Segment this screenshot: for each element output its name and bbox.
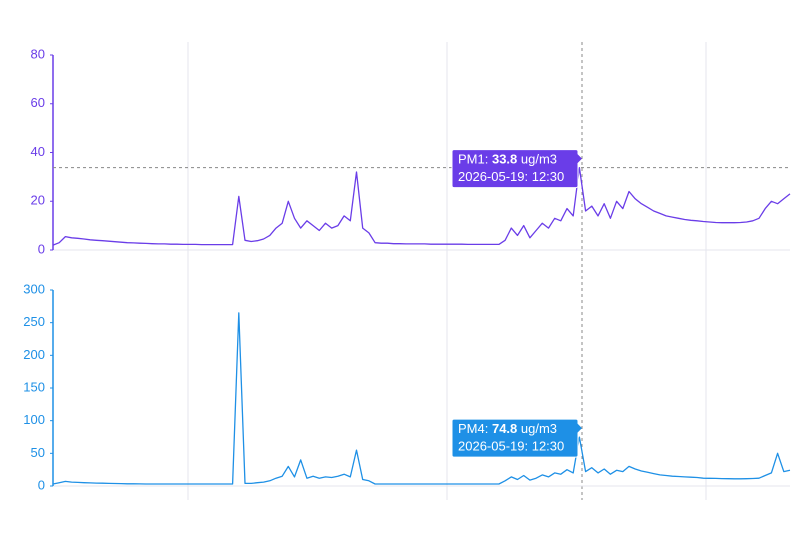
y-tick-label: 60 [31,95,45,110]
tooltip-value: PM4: 74.8 ug/m3 [458,422,557,437]
y-tick-label: 50 [31,445,45,460]
tooltip-pointer [577,153,582,164]
y-tick-label: 20 [31,193,45,208]
tooltip-label: PM4: [458,422,488,437]
y-tick-label: 0 [38,477,45,492]
y-tick-label: 250 [23,314,45,329]
tooltip-time: 2026-05-19: 12:30 [458,169,564,184]
data-line [52,312,791,485]
y-tick-label: 100 [23,412,45,427]
tooltip-box [451,418,579,458]
tooltip-unit: ug/m3 [521,422,557,437]
tooltip-time: 2026-05-19: 12:30 [458,439,564,454]
tooltip-number: 74.8 [492,422,517,437]
tooltip-pointer [577,423,582,434]
tooltip-label: PM1: [458,152,488,167]
tooltip-box [451,149,579,189]
data-line [52,166,791,246]
tooltip-unit: ug/m3 [521,152,557,167]
tooltip-number: 33.8 [492,152,517,167]
tooltip-value: PM1: 33.8 ug/m3 [458,152,557,167]
tooltip: PM4: 74.8 ug/m3 2026-05-19: 12:30 [451,418,582,458]
y-tick-label: 150 [23,379,45,394]
y-tick-label: 300 [23,281,45,296]
vertical-grid [187,42,707,500]
y-tick-label: 0 [38,241,45,256]
y-tick-label: 40 [31,144,45,159]
tooltip: PM1: 33.8 ug/m3 2026-05-19: 12:30 [451,149,582,189]
y-tick-label: 200 [23,347,45,362]
y-tick-label: 80 [31,46,45,61]
